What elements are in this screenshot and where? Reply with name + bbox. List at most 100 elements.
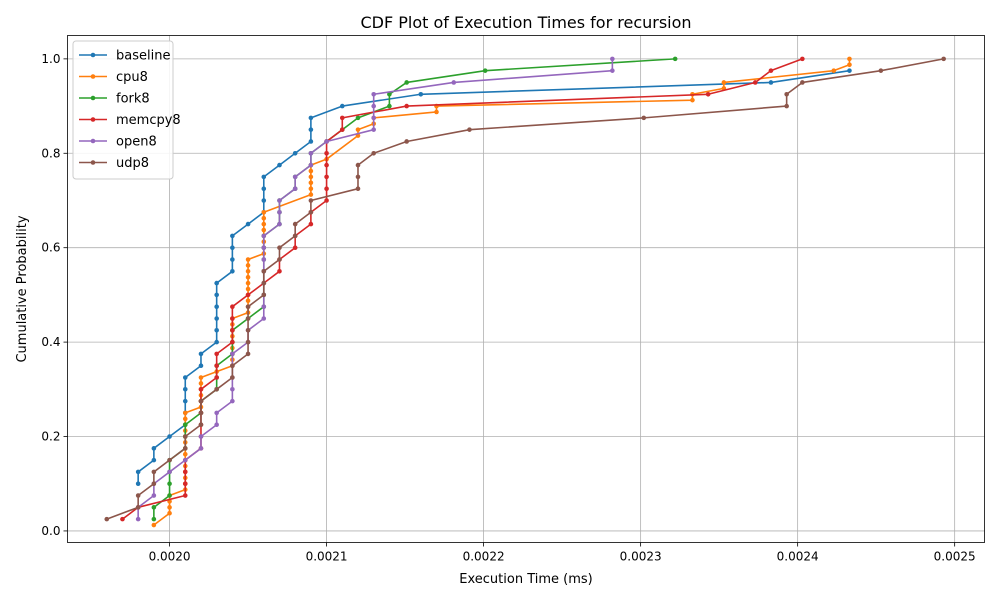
data-point	[261, 257, 267, 262]
legend-item-memcpy8: memcpy8	[79, 113, 181, 128]
legend-marker	[90, 95, 96, 101]
data-point	[230, 316, 235, 321]
data-point	[182, 387, 188, 392]
data-point	[277, 162, 282, 168]
data-point	[261, 233, 267, 239]
data-point	[245, 280, 251, 286]
legend-item-open8: open8	[79, 135, 157, 150]
plot-frame	[67, 35, 985, 543]
data-point	[245, 221, 251, 227]
data-point	[371, 103, 376, 109]
data-point	[261, 304, 267, 310]
data-point	[800, 56, 805, 62]
y-tick-label: 0.0	[41, 524, 60, 538]
legend-marker	[90, 138, 96, 144]
data-point	[308, 209, 314, 215]
data-point	[434, 109, 439, 115]
legend-box	[72, 40, 174, 180]
data-point	[324, 139, 329, 144]
data-point	[355, 162, 361, 168]
data-point	[245, 286, 251, 292]
data-point	[324, 150, 329, 156]
data-point	[467, 127, 472, 132]
data-point	[198, 434, 204, 439]
data-point	[308, 162, 314, 168]
y-axis-ticks: 0.0 0.2 0.4 0.6 0.8 1.0	[41, 52, 68, 538]
data-point	[308, 174, 314, 180]
data-point	[135, 469, 141, 475]
data-point	[214, 304, 219, 310]
data-point	[878, 68, 884, 73]
data-point	[261, 280, 267, 286]
data-point	[214, 328, 219, 333]
data-point	[339, 115, 345, 121]
data-point	[831, 68, 837, 73]
data-point	[198, 375, 204, 380]
data-point	[167, 457, 172, 463]
data-point	[198, 387, 204, 392]
data-point	[768, 80, 774, 85]
series-udp8	[104, 56, 946, 522]
series-line-udp8	[106, 58, 944, 520]
data-point	[292, 245, 298, 250]
data-point	[167, 481, 172, 487]
data-point	[182, 398, 188, 404]
data-point	[418, 91, 424, 97]
data-point	[151, 522, 157, 528]
data-point	[355, 174, 361, 180]
data-point	[721, 80, 727, 85]
data-point	[135, 481, 141, 487]
legend-item-cpu8: cpu8	[79, 70, 148, 85]
legend-label: baseline	[116, 49, 170, 64]
data-point	[324, 174, 329, 180]
data-point	[261, 269, 267, 274]
data-point	[214, 422, 219, 428]
data-point	[277, 198, 282, 203]
data-point	[339, 103, 345, 109]
data-point	[371, 127, 376, 132]
data-point	[847, 62, 852, 68]
data-point	[261, 292, 267, 298]
legend-items: baseline cpu8 fork8 memcpy8 open8 udp8	[79, 49, 181, 171]
data-point	[672, 56, 678, 62]
data-point	[245, 304, 251, 310]
data-point	[230, 304, 235, 310]
x-tick-label: 0.0025	[934, 550, 976, 564]
data-point	[245, 269, 251, 274]
data-point	[404, 139, 409, 144]
data-point	[355, 186, 361, 191]
data-point	[214, 375, 219, 380]
data-point	[245, 339, 251, 345]
data-point	[151, 469, 157, 475]
data-point	[245, 263, 251, 268]
data-point	[230, 245, 235, 250]
data-point	[182, 375, 188, 380]
data-point	[198, 381, 204, 386]
legend-label: open8	[116, 135, 157, 150]
data-point	[230, 269, 235, 274]
legend: baseline cpu8 fork8 memcpy8 open8 udp8	[72, 40, 181, 180]
data-point	[245, 328, 251, 333]
data-point	[261, 186, 267, 191]
data-point	[151, 446, 157, 451]
legend-item-udp8: udp8	[79, 156, 149, 171]
data-point	[182, 469, 188, 475]
data-point	[261, 215, 267, 221]
data-point	[404, 103, 409, 109]
data-point	[214, 387, 219, 392]
data-point	[308, 180, 314, 186]
data-point	[610, 68, 615, 73]
data-point	[277, 245, 282, 250]
x-tick-label: 0.0021	[306, 550, 348, 564]
data-point	[230, 339, 235, 345]
data-point	[308, 221, 314, 227]
x-axis-ticks: 0.0020 0.0021 0.0022 0.0023 0.0024 0.0025	[149, 542, 976, 564]
data-point	[214, 351, 219, 357]
x-tick-label: 0.0020	[149, 550, 191, 564]
data-point	[151, 481, 157, 487]
data-point	[277, 257, 282, 262]
data-point	[104, 516, 110, 522]
data-point	[308, 115, 314, 121]
data-point	[261, 316, 267, 321]
